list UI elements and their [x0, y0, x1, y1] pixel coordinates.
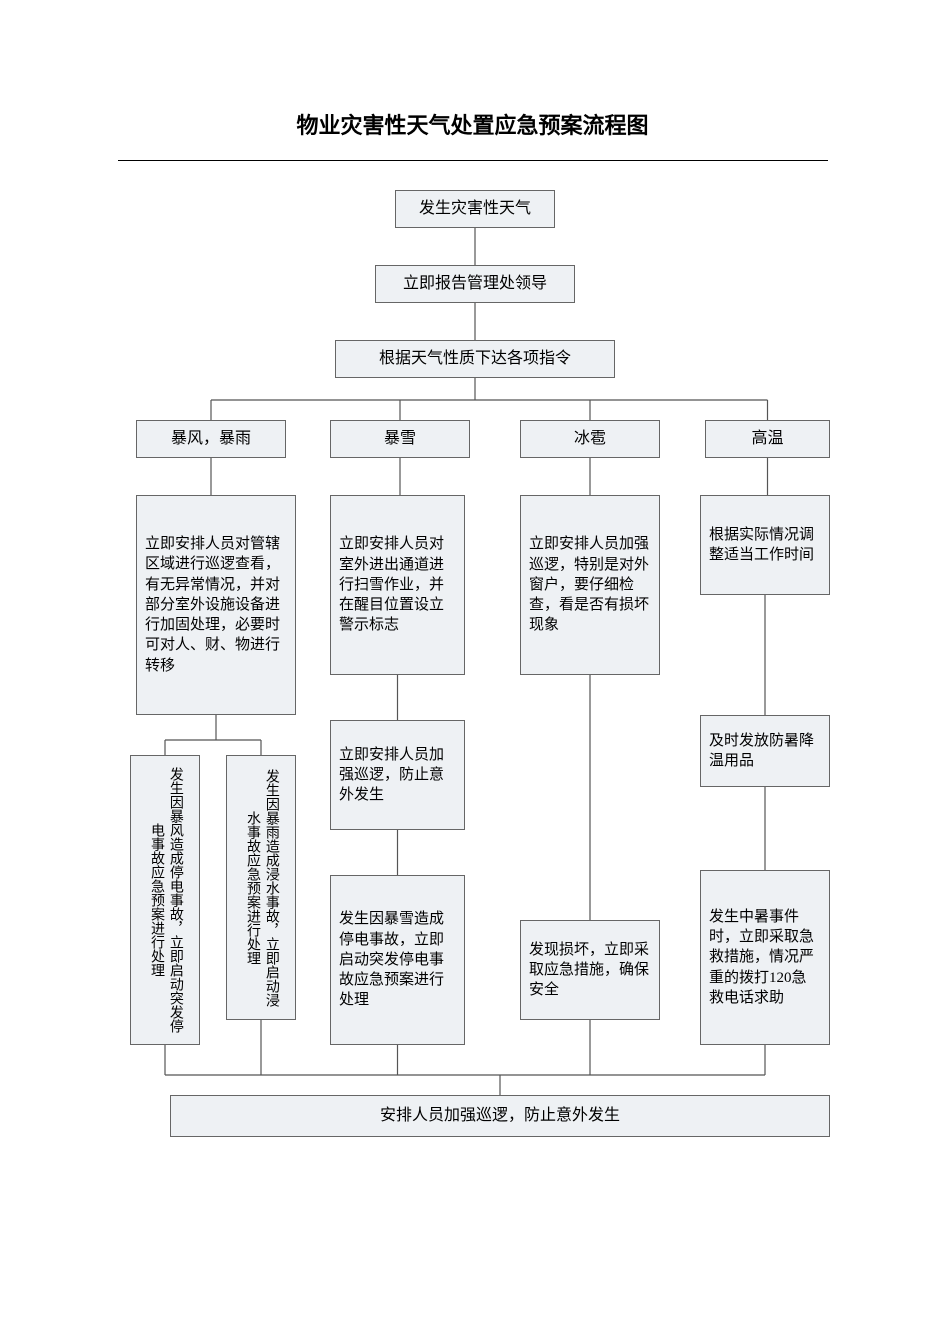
flow-node-b3: 冰雹	[520, 420, 660, 458]
title-rule	[118, 160, 828, 161]
flowchart-canvas: 物业灾害性天气处置应急预案流程图 发生灾害性天气立即报告管理处领导根据天气性质下…	[0, 0, 945, 1337]
flow-node-d4b: 发生中暑事件时，立即采取急救措施，情况严重的拨打120急救电话求助	[700, 870, 830, 1045]
flow-node-n2: 立即报告管理处领导	[375, 265, 575, 303]
flow-node-d2b: 发生因暴雪造成停电事故，立即启动突发停电事故应急预案进行处理	[330, 875, 465, 1045]
flow-node-c1: 立即安排人员对管辖区域进行巡逻查看，有无异常情况，并对部分室外设施设备进行加固处…	[136, 495, 296, 715]
flow-node-d4a: 及时发放防暑降温用品	[700, 715, 830, 787]
flow-node-d1b: 发生因暴雨造成浸水事故，立即启动浸水事故应急预案进行处理	[226, 755, 296, 1020]
flow-node-d3: 发现损坏，立即采取应急措施，确保安全	[520, 920, 660, 1020]
flow-node-b2: 暴雪	[330, 420, 470, 458]
flow-node-n3: 根据天气性质下达各项指令	[335, 340, 615, 378]
flow-node-d1a: 发生因暴风造成停电事故，立即启动突发停电事故应急预案进行处理	[130, 755, 200, 1045]
flow-node-b4: 高温	[705, 420, 830, 458]
flow-node-d2a: 立即安排人员加强巡逻，防止意外发生	[330, 720, 465, 830]
flow-node-c3: 立即安排人员加强巡逻，特别是对外窗户，要仔细检查，看是否有损坏现象	[520, 495, 660, 675]
flow-node-c2: 立即安排人员对室外进出通道进行扫雪作业，并在醒目位置设立警示标志	[330, 495, 465, 675]
flow-node-n1: 发生灾害性天气	[395, 190, 555, 228]
page-title: 物业灾害性天气处置应急预案流程图	[0, 108, 945, 140]
flow-node-final: 安排人员加强巡逻，防止意外发生	[170, 1095, 830, 1137]
flow-node-c4: 根据实际情况调整适当工作时间	[700, 495, 830, 595]
flow-node-b1: 暴风，暴雨	[136, 420, 286, 458]
